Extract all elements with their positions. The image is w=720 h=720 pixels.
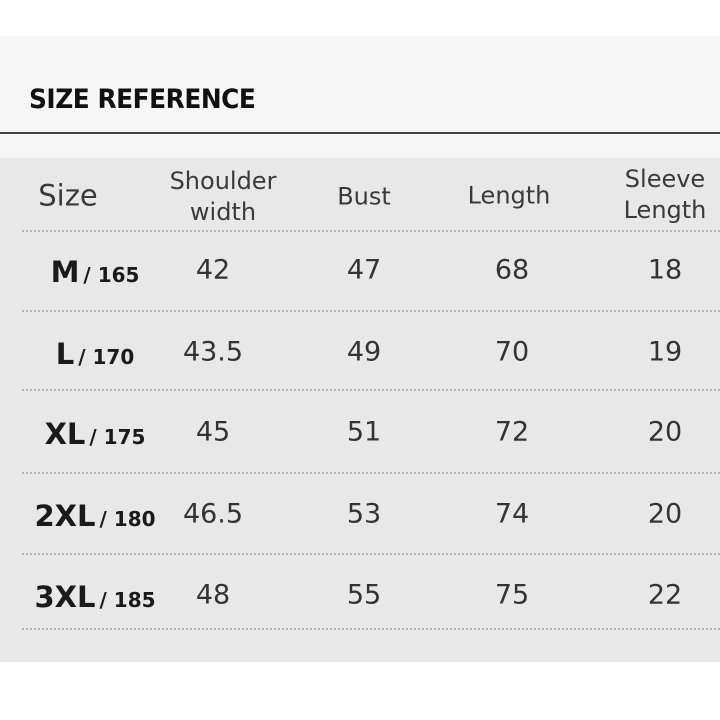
header-sleeve-length: Sleeve Length <box>624 164 707 226</box>
header-shoulder-width: Shoulder width <box>170 166 277 228</box>
cell-sleeve: 20 <box>647 416 683 448</box>
cell-sleeve: 18 <box>647 254 683 286</box>
height-cm: / 180 <box>99 507 156 531</box>
cell-shoulder: 42 <box>195 254 231 286</box>
row-size-label: XL/ 175 <box>45 417 146 451</box>
row-size-label: M/ 165 <box>51 255 140 289</box>
cell-bust: 55 <box>346 579 382 611</box>
cell-bust: 47 <box>346 254 382 286</box>
size-code: 3XL <box>34 580 96 614</box>
row-size-label: 2XL/ 180 <box>34 499 155 533</box>
row-divider <box>22 553 720 555</box>
cell-length: 75 <box>494 579 530 611</box>
cell-shoulder: 43.5 <box>182 336 244 368</box>
cell-bust: 51 <box>346 416 382 448</box>
header-divider <box>22 230 720 232</box>
header-sleeve-line1: Sleeve <box>624 165 706 193</box>
header-sleeve-line2: Length <box>623 196 707 224</box>
header-size: Size <box>38 178 98 213</box>
header-bust: Bust <box>337 182 391 211</box>
row-divider <box>22 628 720 630</box>
title-divider <box>0 132 720 134</box>
row-size-label: 3XL/ 185 <box>34 580 155 614</box>
header-length: Length <box>467 181 551 210</box>
size-table: Size Shoulder width Bust Length Sleeve L… <box>0 158 720 662</box>
size-code: M <box>50 255 80 289</box>
height-cm: / 165 <box>83 263 140 287</box>
cell-sleeve: 22 <box>647 579 683 611</box>
row-divider <box>22 310 720 312</box>
row-size-label: L/ 170 <box>56 337 135 371</box>
cell-sleeve: 19 <box>647 336 683 368</box>
cell-bust: 49 <box>346 336 382 368</box>
cell-sleeve: 20 <box>647 498 683 530</box>
cell-shoulder: 46.5 <box>182 498 244 530</box>
cell-length: 70 <box>494 336 530 368</box>
size-code: L <box>55 337 75 371</box>
cell-bust: 53 <box>346 498 382 530</box>
cell-shoulder: 45 <box>195 416 231 448</box>
size-code: XL <box>44 417 86 451</box>
page-title: SIZE REFERENCE <box>29 84 256 115</box>
height-cm: / 170 <box>78 345 135 369</box>
size-code: 2XL <box>34 499 96 533</box>
cell-shoulder: 48 <box>195 579 231 611</box>
row-divider <box>22 472 720 474</box>
row-divider <box>22 389 720 391</box>
cell-length: 74 <box>494 498 530 530</box>
header-band <box>0 36 720 158</box>
cell-length: 68 <box>494 254 530 286</box>
height-cm: / 185 <box>99 588 156 612</box>
height-cm: / 175 <box>89 425 146 449</box>
header-shoulder-line1: Shoulder <box>169 167 277 195</box>
header-shoulder-line2: width <box>189 198 257 226</box>
cell-length: 72 <box>494 416 530 448</box>
